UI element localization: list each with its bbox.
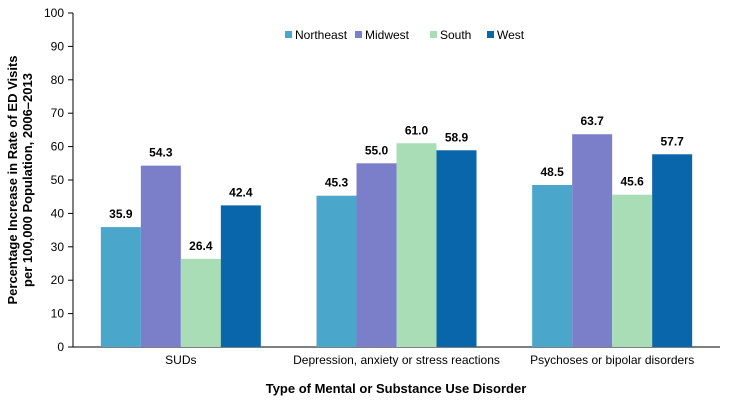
y-tick-label: 50 [51, 173, 65, 187]
x-tick-label: SUDs [165, 353, 196, 367]
y-axis-label-line-1: Percentage Increase in Rate of ED Visits [5, 55, 20, 304]
data-label: 45.6 [620, 175, 644, 189]
y-tick-label: 30 [51, 240, 65, 254]
data-label: 63.7 [580, 114, 604, 128]
y-tick-label: 0 [57, 340, 64, 354]
x-tick-label: Depression, anxiety or stress reactions [293, 353, 500, 367]
bar-northeast [316, 195, 357, 347]
bar-west [652, 154, 693, 347]
legend-swatch-midwest [355, 31, 362, 38]
y-tick-label: 10 [51, 307, 65, 321]
y-axis-label: Percentage Increase in Rate of ED Visits… [5, 55, 35, 304]
legend-label-northeast: Northeast [295, 28, 348, 42]
y-tick-label: 40 [51, 206, 65, 220]
data-label: 48.5 [540, 165, 564, 179]
data-label: 55.0 [365, 143, 389, 157]
data-label: 54.3 [149, 146, 173, 160]
legend-label-midwest: Midwest [365, 28, 410, 42]
bar-west [436, 150, 477, 347]
data-label: 45.3 [325, 176, 349, 190]
data-label: 35.9 [109, 207, 133, 221]
legend-swatch-west [487, 31, 494, 38]
x-axis-label: Type of Mental or Substance Use Disorder [266, 381, 527, 396]
legend-label-south: South [440, 28, 471, 42]
y-tick-label: 20 [51, 273, 65, 287]
legend-swatch-northeast [285, 31, 292, 38]
bar-south [612, 194, 653, 347]
y-tick-label: 90 [51, 39, 65, 53]
y-tick-label: 80 [51, 73, 65, 87]
bar-south [396, 143, 437, 347]
data-label: 61.0 [405, 123, 429, 137]
legend-swatch-south [430, 31, 437, 38]
data-label: 26.4 [189, 239, 213, 253]
y-axis-label-line-2: per 100,000 Population, 2006–2013 [20, 73, 35, 287]
bar-midwest [572, 134, 613, 347]
data-label: 58.9 [445, 130, 469, 144]
bar-south [180, 258, 221, 347]
bar-west [220, 205, 261, 347]
bar-midwest [140, 165, 181, 347]
data-label: 42.4 [229, 185, 253, 199]
bar-midwest [356, 163, 397, 347]
y-tick-label: 60 [51, 140, 65, 154]
bar-northeast [100, 227, 141, 347]
data-label: 57.7 [660, 134, 684, 148]
x-tick-label: Psychoses or bipolar disorders [530, 353, 694, 367]
legend-label-west: West [497, 28, 525, 42]
bar-northeast [532, 185, 573, 347]
y-tick-label: 70 [51, 106, 65, 120]
y-tick-label: 100 [44, 6, 64, 20]
